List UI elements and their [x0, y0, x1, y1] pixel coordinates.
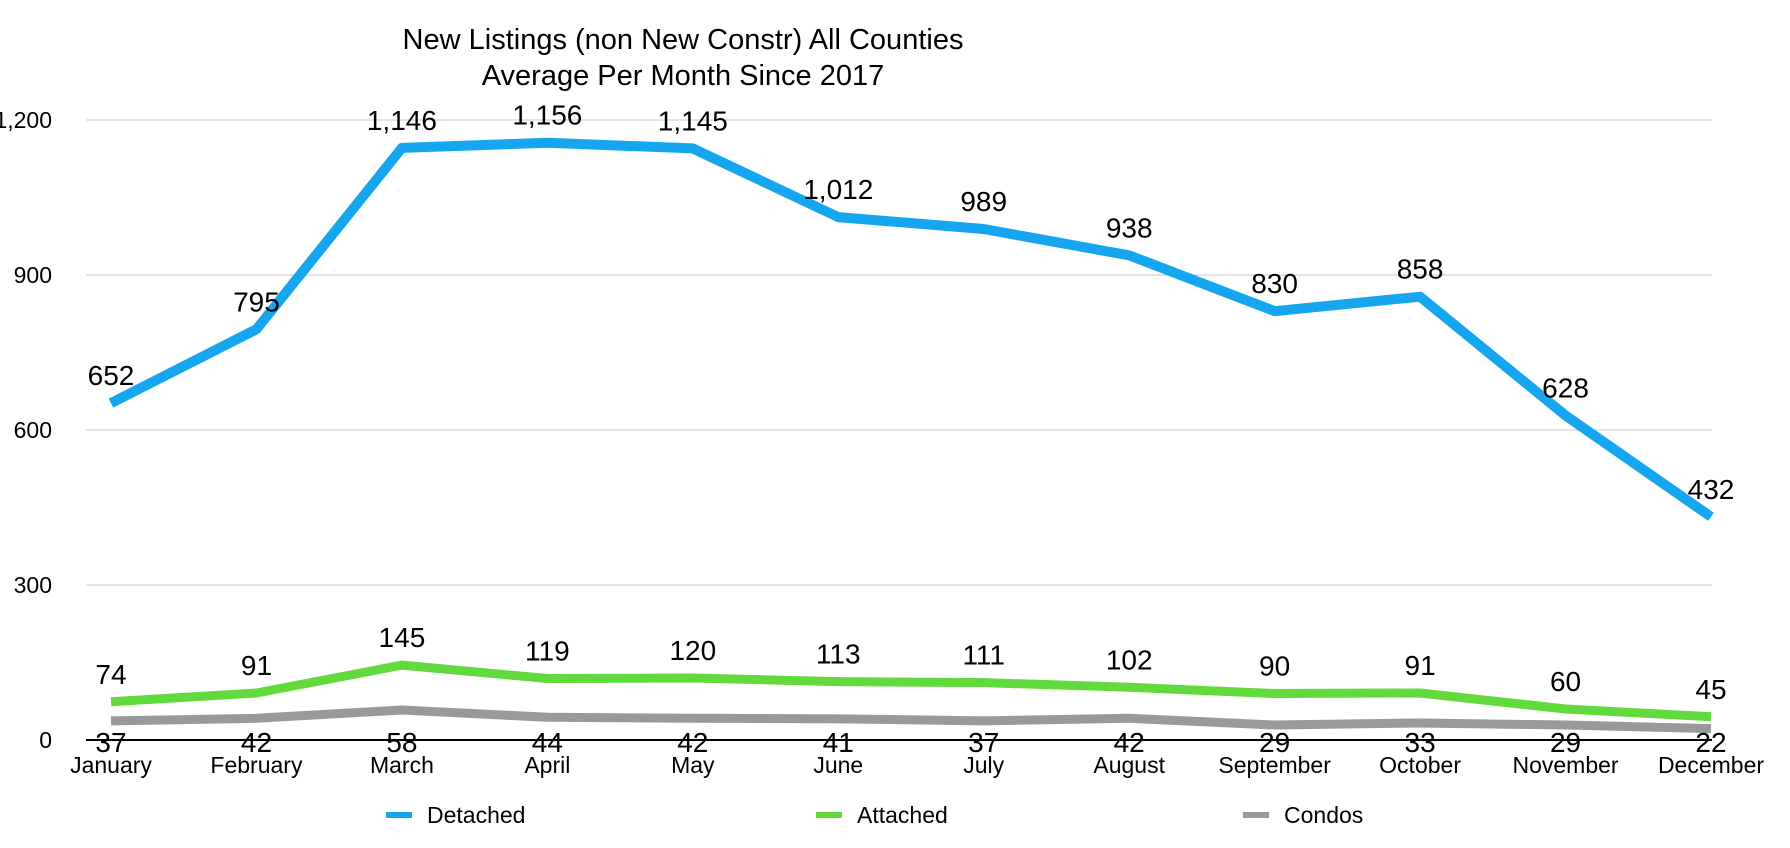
data-label-attached: 90: [1259, 651, 1290, 682]
data-label-condos: 42: [1114, 727, 1145, 758]
data-label-attached: 119: [525, 636, 570, 667]
x-tick-label: March: [370, 752, 434, 778]
series-line-condos: [110, 705, 1712, 734]
series-lines: [108, 137, 1714, 734]
legend-label-condos: Condos: [1284, 802, 1363, 828]
gridlines: [86, 119, 1712, 586]
data-label-detached: 1,012: [803, 174, 873, 205]
y-tick-label: 1,200: [0, 107, 52, 133]
series-line-detached: [108, 137, 1714, 521]
x-tick-label: February: [210, 752, 303, 778]
data-label-attached: 113: [816, 639, 861, 670]
data-label-condos: 37: [95, 727, 126, 758]
data-label-detached: 1,156: [512, 100, 582, 131]
data-label-detached: 938: [1106, 212, 1153, 243]
x-tick-label: May: [671, 752, 715, 778]
x-axis: January February March April May June July Augu…: [70, 739, 1764, 778]
legend: Detached Attached Condos: [386, 802, 1363, 828]
data-label-condos: 58: [386, 727, 417, 758]
data-label-detached: 652: [88, 360, 135, 391]
x-tick-label: December: [1658, 752, 1764, 778]
data-label-condos: 29: [1550, 727, 1581, 758]
data-label-attached: 120: [669, 635, 716, 666]
data-label-condos: 22: [1695, 727, 1726, 758]
data-label-detached: 1,146: [367, 105, 437, 136]
x-tick-label: August: [1093, 752, 1165, 778]
data-label-attached: 74: [95, 659, 126, 690]
data-label-condos: 41: [823, 727, 854, 758]
x-tick-label: June: [813, 752, 863, 778]
data-label-attached: 145: [379, 622, 426, 653]
y-tick-label: 300: [14, 572, 52, 598]
data-label-attached: 45: [1695, 674, 1726, 705]
data-label-detached: 795: [233, 286, 280, 317]
data-label-detached: 432: [1688, 474, 1735, 505]
data-label-attached: 102: [1106, 644, 1153, 675]
data-label-condos: 42: [241, 727, 272, 758]
y-tick-label: 600: [14, 417, 52, 443]
data-label-condos: 33: [1405, 727, 1436, 758]
x-tick-label: July: [963, 752, 1004, 778]
y-tick-label: 0: [39, 727, 52, 753]
data-label-condos: 29: [1259, 727, 1290, 758]
data-label-detached: 628: [1542, 373, 1589, 404]
data-label-detached: 858: [1397, 254, 1444, 285]
data-label-condos: 42: [677, 727, 708, 758]
data-label-detached: 830: [1251, 268, 1298, 299]
x-tick-label: November: [1512, 752, 1618, 778]
series-line-attached: [110, 660, 1712, 722]
data-label-attached: 91: [1405, 650, 1436, 681]
data-label-condos: 37: [968, 727, 999, 758]
data-label-attached: 91: [241, 650, 272, 681]
y-axis: 0 300 600 900 1,200: [0, 107, 52, 753]
x-tick-label: September: [1218, 752, 1331, 778]
data-label-attached: 111: [962, 640, 1005, 671]
legend-label-detached: Detached: [427, 802, 525, 828]
chart-title: New Listings (non New Constr) All Counti…: [403, 24, 964, 56]
data-label-detached: 989: [960, 186, 1007, 217]
data-label-attached: 60: [1550, 666, 1581, 697]
x-tick-label: January: [70, 752, 152, 778]
data-label-condos: 44: [532, 727, 563, 758]
legend-label-attached: Attached: [857, 802, 948, 828]
x-tick-label: April: [524, 752, 570, 778]
data-label-detached: 1,145: [658, 105, 728, 136]
chart-subtitle: Average Per Month Since 2017: [482, 60, 885, 92]
x-tick-label: October: [1379, 752, 1461, 778]
data-labels: 652 795 1,146 1,156 1,145 1,012 989 938 830 858 62…: [88, 100, 1735, 758]
y-tick-label: 900: [14, 262, 52, 288]
